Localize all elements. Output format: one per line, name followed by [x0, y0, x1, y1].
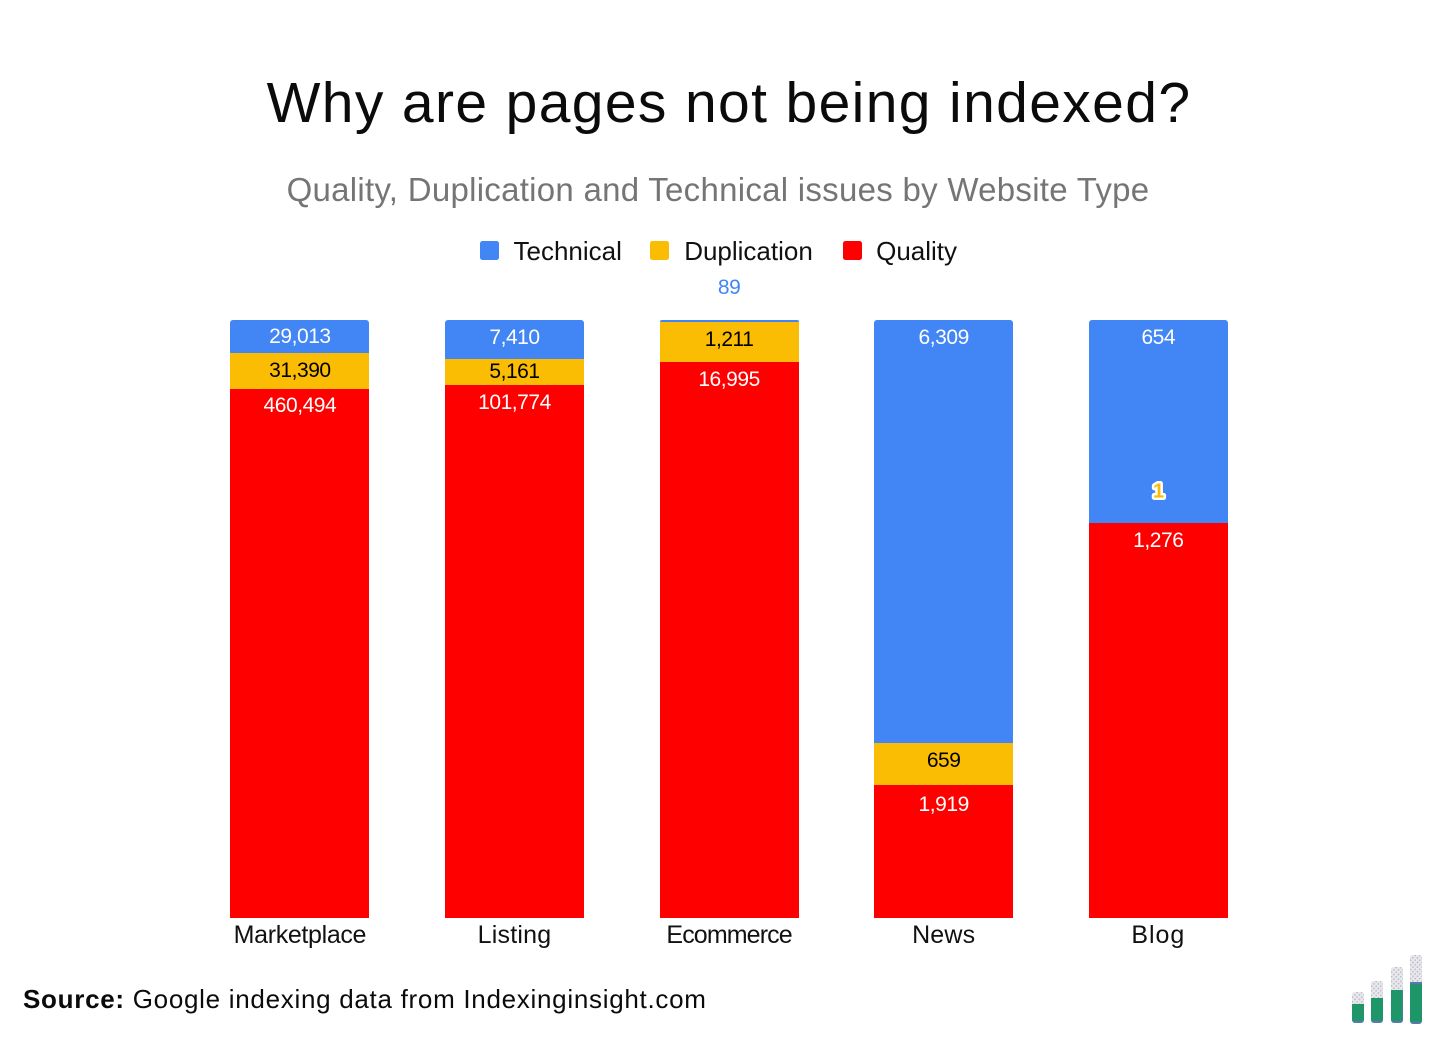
svg-text:1: 1	[1153, 481, 1164, 503]
